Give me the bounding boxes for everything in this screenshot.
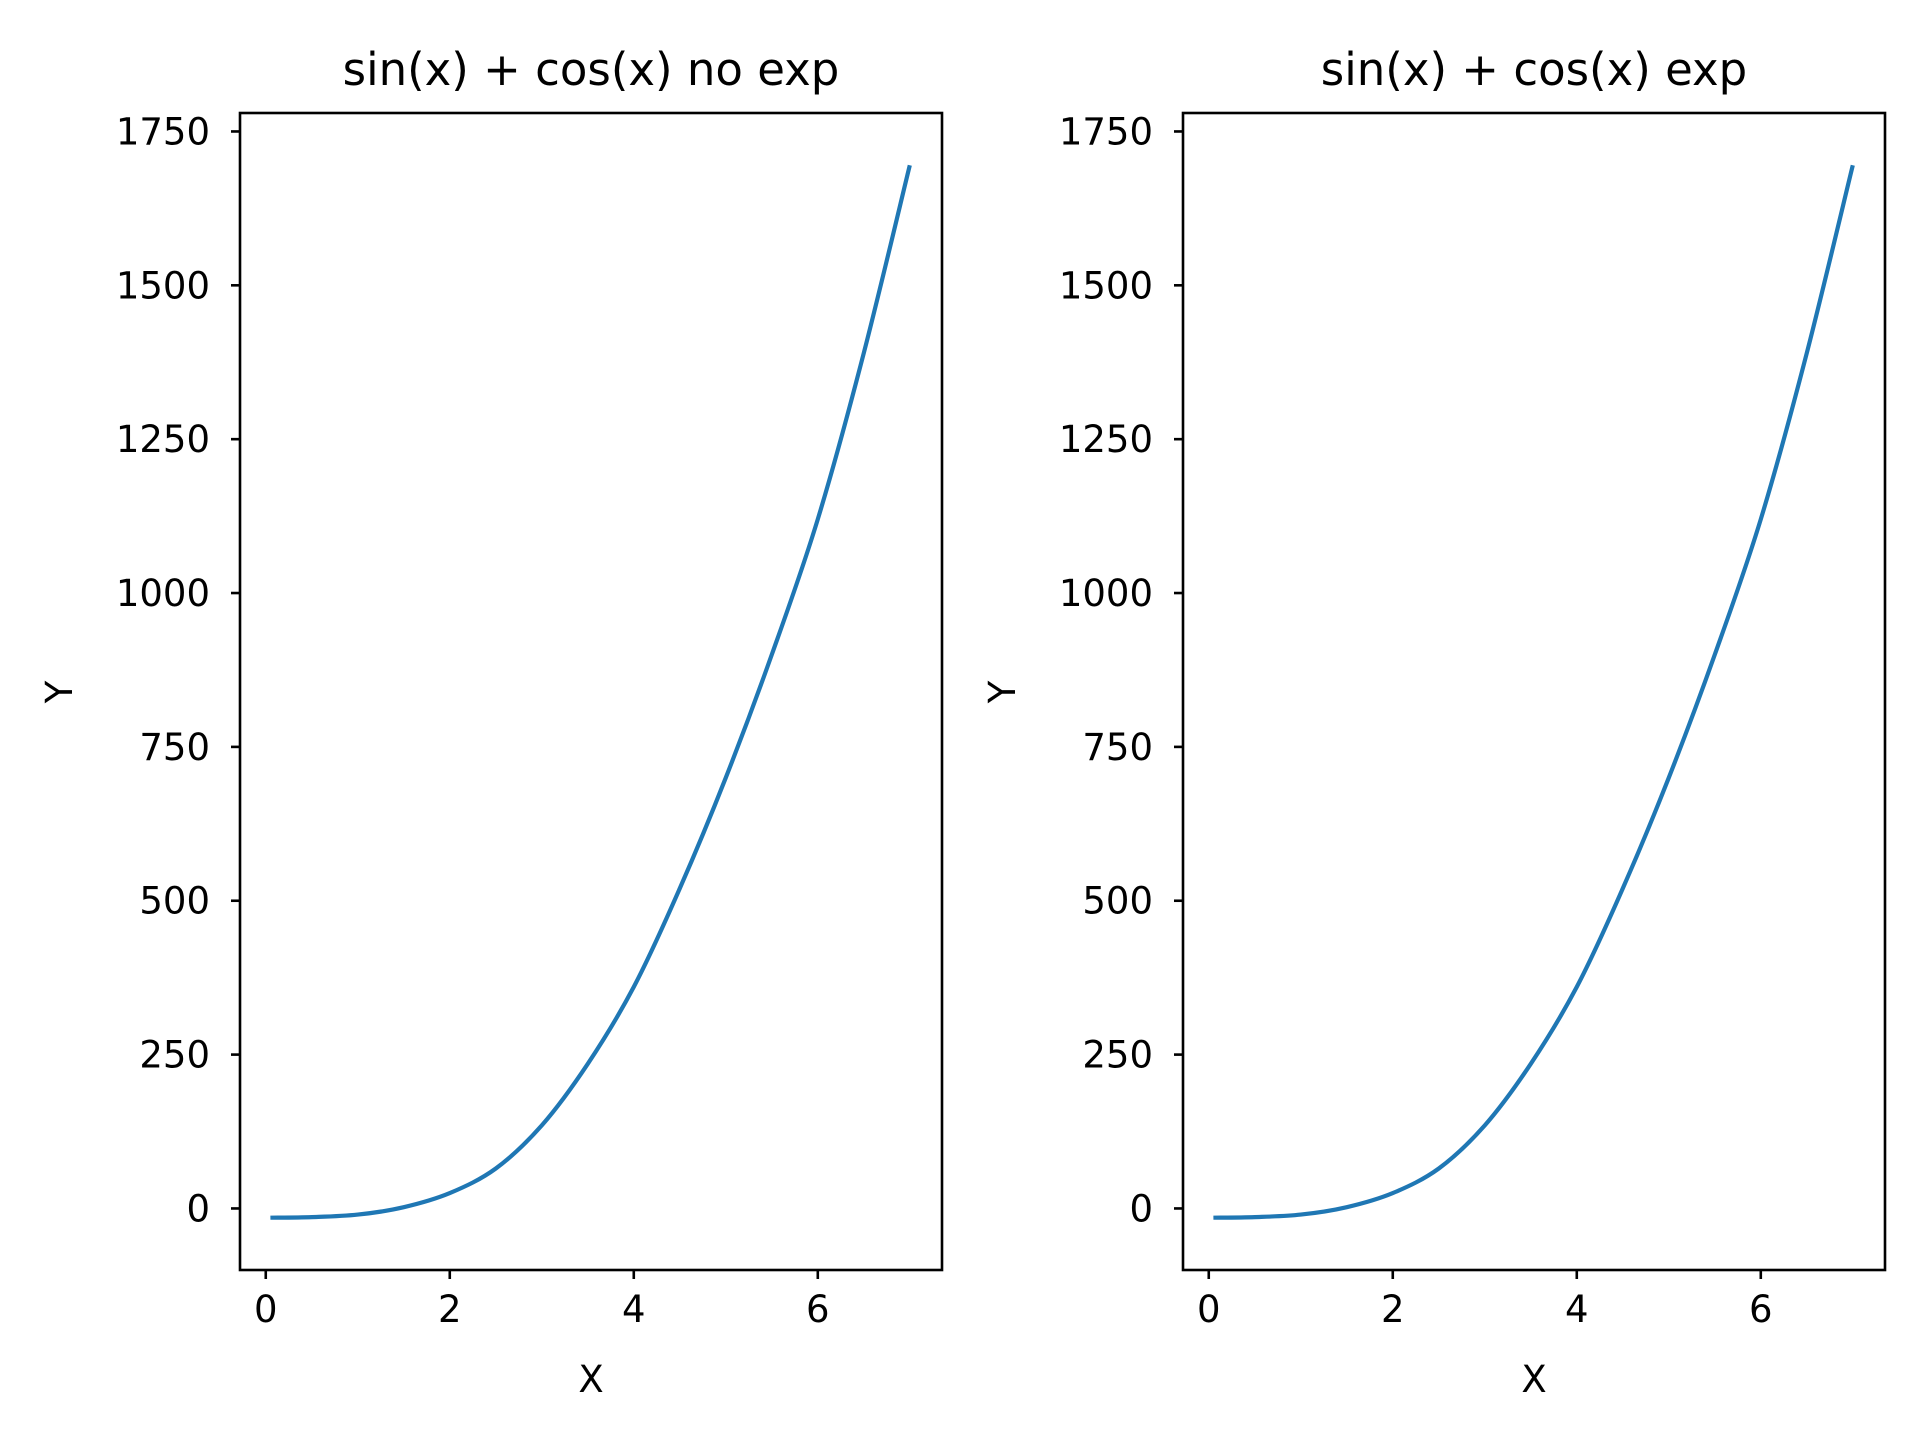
y-tick-label: 1750 — [116, 110, 210, 153]
chart-title: sin(x) + cos(x) no exp — [343, 43, 840, 96]
y-tick-label: 0 — [1129, 1187, 1153, 1230]
y-tick-label: 1000 — [116, 572, 210, 615]
y-tick-label: 250 — [1082, 1034, 1153, 1077]
x-tick-label: 4 — [622, 1288, 646, 1331]
y-tick-label: 1250 — [1059, 418, 1153, 461]
x-axis-label: X — [1521, 1358, 1546, 1401]
axes-frame — [1181, 111, 1887, 1272]
y-tick-label: 500 — [1082, 880, 1153, 923]
y-tick-label: 1250 — [116, 418, 210, 461]
series-line — [270, 164, 912, 1220]
y-tick-label: 0 — [186, 1187, 210, 1230]
y-axis: 0 250 500 750 1000 1250 1500 1750 — [1059, 110, 1183, 1230]
subplot-left: sin(x) + cos(x) no exp 0 2 4 6 0 250 500 750 10… — [38, 43, 944, 1401]
chart-title: sin(x) + cos(x) exp — [1321, 43, 1747, 96]
plot-area — [1213, 164, 1855, 1220]
y-axis: 0 250 500 750 1000 1250 1500 1750 — [116, 110, 240, 1230]
y-tick-label: 250 — [139, 1034, 210, 1077]
y-tick-label: 1000 — [1059, 572, 1153, 615]
x-axis-label: X — [578, 1358, 603, 1401]
x-tick-label: 6 — [806, 1288, 830, 1331]
subplot-right: sin(x) + cos(x) exp 0 2 4 6 0 250 500 750 1000 1… — [981, 43, 1887, 1401]
axes-frame — [238, 111, 944, 1272]
x-tick-label: 2 — [1381, 1288, 1405, 1331]
plot-area — [270, 164, 912, 1220]
y-tick-label: 1500 — [116, 264, 210, 307]
x-tick-label: 2 — [438, 1288, 462, 1331]
y-axis-label: Y — [981, 680, 1024, 704]
y-tick-label: 500 — [139, 880, 210, 923]
y-tick-label: 750 — [1082, 726, 1153, 769]
y-tick-label: 1750 — [1059, 110, 1153, 153]
series-line — [1213, 164, 1855, 1220]
x-axis: 0 2 4 6 — [1197, 1270, 1773, 1331]
x-axis: 0 2 4 6 — [254, 1270, 830, 1331]
x-tick-label: 4 — [1565, 1288, 1589, 1331]
x-tick-label: 0 — [1197, 1288, 1221, 1331]
x-tick-label: 6 — [1749, 1288, 1773, 1331]
y-tick-label: 750 — [139, 726, 210, 769]
x-tick-label: 0 — [254, 1288, 278, 1331]
y-tick-label: 1500 — [1059, 264, 1153, 307]
y-axis-label: Y — [38, 680, 81, 704]
